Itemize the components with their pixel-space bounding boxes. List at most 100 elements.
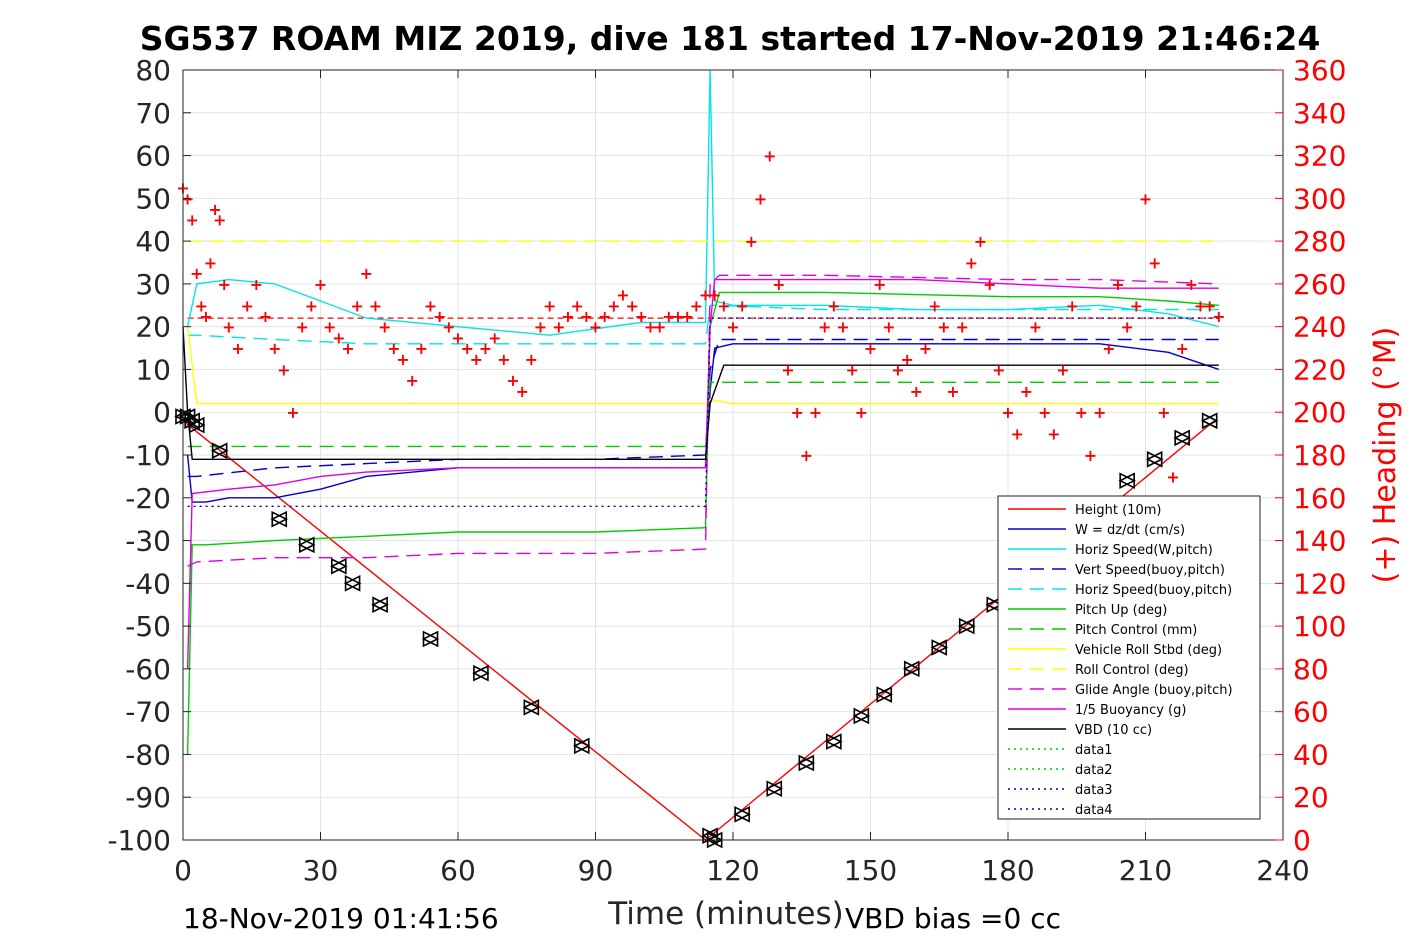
y2-tick-label: 180: [1293, 439, 1346, 472]
y-tick-label: -60: [125, 653, 171, 686]
x-tick-label: 0: [174, 854, 192, 887]
y2-tick-label: 20: [1293, 781, 1329, 814]
heading-point: +: [800, 446, 813, 465]
heading-point: +: [965, 254, 978, 273]
y-tick-label: 20: [135, 311, 171, 344]
heading-point: +: [213, 211, 226, 230]
heading-point: +: [259, 307, 272, 326]
height-marker: [797, 754, 816, 772]
marker-triangle-left: [1200, 412, 1218, 430]
heading-point: +: [1194, 296, 1207, 315]
heading-point: +: [442, 318, 455, 337]
heading-point: +: [1175, 339, 1188, 358]
marker-triangle-left: [852, 707, 870, 725]
legend-label-1: W = dz/dt (cm/s): [1075, 523, 1185, 538]
heading-point: +: [708, 286, 721, 305]
y2-tick-label: 260: [1293, 268, 1346, 301]
y-tick-label: -30: [125, 525, 171, 558]
footer-vbd-bias: VBD bias =0 cc: [845, 902, 1061, 935]
y-tick-label: -70: [125, 696, 171, 729]
x-tick-label: 240: [1256, 854, 1309, 887]
legend-label-6: Pitch Control (mm): [1075, 623, 1197, 638]
heading-point: +: [222, 318, 235, 337]
heading-point: +: [323, 318, 336, 337]
y-tick-label: -20: [125, 482, 171, 515]
marker-triangle-left: [930, 639, 948, 656]
heading-point: +: [295, 318, 308, 337]
y2-tick-label: 340: [1293, 97, 1346, 130]
x-tick-label: 60: [440, 854, 476, 887]
marker-triangle-left: [472, 664, 489, 682]
y2-tick-label: 200: [1293, 396, 1346, 429]
heading-point: +: [1111, 275, 1124, 294]
height-marker: [1118, 472, 1136, 489]
marker-triangle-left: [330, 557, 347, 575]
heading-point: +: [607, 296, 620, 315]
x-tick-label: 150: [844, 854, 897, 887]
y-tick-label: 10: [135, 353, 171, 386]
x-axis: 0 30 60 90 120 150 180 210 240: [174, 70, 1310, 887]
heading-point: +: [983, 275, 996, 294]
legend-label-3: Vert Speed(buoy,pitch): [1075, 563, 1225, 578]
y2-tick-label: 40: [1293, 738, 1329, 771]
height-marker: [572, 737, 591, 755]
heading-point: +: [497, 350, 510, 369]
heading-point: +: [451, 328, 464, 347]
y-tick-label: -10: [125, 439, 171, 472]
footer-timestamp: 18-Nov-2019 01:41:56: [183, 902, 499, 935]
y2-tick-label: 320: [1293, 140, 1346, 173]
heading-point: +: [570, 296, 583, 315]
heading-point: +: [415, 339, 428, 358]
marker-triangle-left: [572, 737, 590, 755]
heading-point: +: [1093, 403, 1106, 422]
y-tick-label: -80: [125, 738, 171, 771]
heading-point: +: [1047, 425, 1060, 444]
y2-tick-label: 160: [1293, 482, 1346, 515]
heading-point: +: [387, 339, 400, 358]
marker-triangle-left: [797, 754, 815, 772]
heading-point: +: [1001, 403, 1014, 422]
heading-point: +: [305, 296, 318, 315]
x-tick-label: 180: [981, 854, 1034, 887]
y2-tick-label: 220: [1293, 353, 1346, 386]
marker-triangle-left: [902, 660, 920, 678]
marker-triangle-left: [270, 510, 288, 528]
series-line-14: [187, 317, 1219, 507]
heading-point: +: [277, 360, 290, 379]
heading-point: +: [910, 382, 923, 401]
marker-triangle-left: [522, 699, 540, 716]
heading-point: +: [735, 296, 748, 315]
legend-label-9: Glide Angle (buoy,pitch): [1075, 683, 1233, 698]
heading-point: +: [185, 211, 198, 230]
heading-point: +: [928, 296, 941, 315]
heading-point: +: [955, 318, 968, 337]
heading-point: +: [1139, 189, 1152, 208]
heading-point: +: [644, 318, 657, 337]
series-line-10: [186, 278, 1219, 669]
marker-triangle-left: [187, 416, 205, 434]
heading-point: +: [763, 147, 776, 166]
heading-point: +: [772, 275, 785, 294]
y2-tick-label: 140: [1293, 525, 1346, 558]
x-tick-label: 90: [578, 854, 614, 887]
heading-point: +: [699, 286, 712, 305]
marker-triangle-left: [765, 780, 783, 797]
heading-point: +: [332, 328, 345, 347]
heading-point: +: [314, 275, 327, 294]
height-marker: [330, 557, 348, 575]
heading-point: +: [405, 371, 418, 390]
heading-point: +: [873, 275, 886, 294]
y-tick-label: 80: [135, 54, 171, 87]
legend-label-4: Horiz Speed(buoy,pitch): [1075, 583, 1232, 598]
legend-box: [997, 495, 1261, 820]
legend-label-7: Vehicle Roll Stbd (deg): [1075, 643, 1222, 658]
heading-point: +: [286, 403, 299, 422]
heading-point: +: [268, 339, 281, 358]
height-marker: [371, 596, 389, 614]
height-marker: [1173, 429, 1191, 447]
marker-triangle-left: [1145, 450, 1163, 468]
legend-label-12: data1: [1075, 743, 1113, 758]
y2-tick-label: 240: [1293, 311, 1346, 344]
heading-point: +: [580, 307, 593, 326]
